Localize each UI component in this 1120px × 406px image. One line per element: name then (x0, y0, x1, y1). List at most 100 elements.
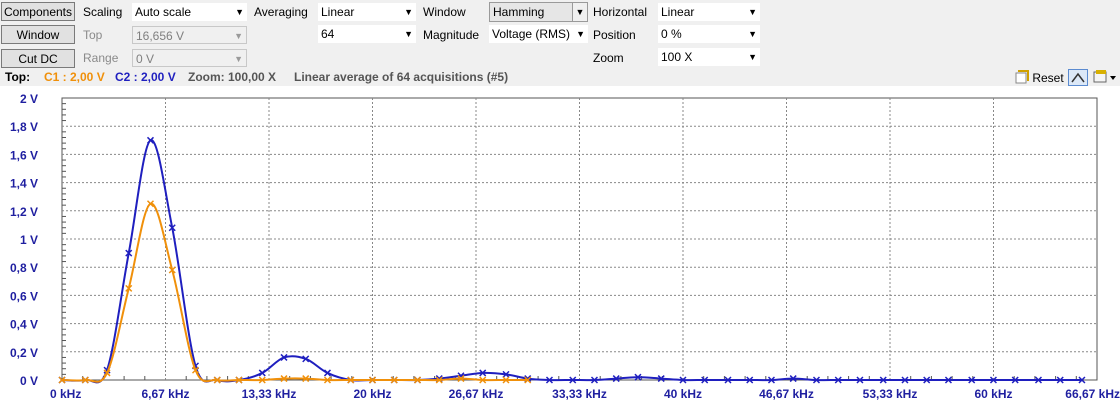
data-point-c2 (724, 376, 732, 384)
series-layer (58, 136, 1086, 384)
data-point-c1 (280, 375, 288, 383)
window-select[interactable]: Hamming ▼ (489, 2, 588, 22)
data-point-c2 (989, 376, 997, 384)
data-point-c2 (1078, 376, 1086, 384)
peak-icon (1071, 72, 1085, 83)
chevron-down-icon: ▼ (576, 29, 585, 39)
chevron-down-icon: ▼ (748, 52, 757, 62)
x-tick-label: 13,33 kHz (242, 387, 297, 401)
data-point-c2 (789, 375, 797, 383)
status-c1: C1 : 2,00 V (44, 70, 105, 84)
data-point-c2 (679, 376, 687, 384)
data-point-c1 (81, 376, 89, 384)
range-select: 0 V ▼ (132, 49, 247, 67)
y-tick-label: 0,2 V (10, 346, 38, 360)
data-point-c2 (746, 376, 754, 384)
reset-button[interactable]: Reset (1015, 70, 1064, 86)
components-button[interactable]: Components (1, 2, 75, 21)
magnitude-label: Magnitude (423, 28, 480, 42)
status-top-label: Top: (5, 70, 31, 84)
data-point-c2 (701, 376, 709, 384)
data-point-c2 (545, 376, 553, 384)
x-tick-label: 0 kHz (50, 387, 81, 401)
reset-label: Reset (1032, 71, 1064, 85)
top-value: 16,656 V (136, 29, 185, 43)
data-point-c2 (1011, 376, 1019, 384)
data-point-c1 (323, 376, 331, 384)
settings-button[interactable] (1092, 69, 1116, 86)
x-tick-label: 6,67 kHz (141, 387, 189, 401)
position-select[interactable]: 0 % ▼ (658, 25, 760, 43)
data-point-c2 (944, 376, 952, 384)
averaging-select[interactable]: Linear ▼ (318, 3, 416, 21)
chevron-down-icon: ▼ (404, 7, 413, 17)
position-label: Position (593, 28, 636, 42)
data-point-c1 (435, 376, 443, 384)
magnitude-select[interactable]: Voltage (RMS) ▼ (489, 25, 588, 43)
data-point-c1 (390, 376, 398, 384)
chevron-down-icon: ▼ (404, 29, 413, 39)
zoom-select[interactable]: 100 X ▼ (658, 48, 760, 66)
data-point-c2 (612, 375, 620, 383)
data-point-c2 (479, 369, 487, 377)
data-point-c1 (235, 376, 243, 384)
chevron-down-icon: ▼ (234, 31, 243, 41)
data-point-c1 (524, 376, 532, 384)
horizontal-select[interactable]: Linear ▼ (658, 3, 760, 21)
data-point-c1 (302, 375, 310, 383)
data-point-c1 (191, 366, 200, 374)
spectrum-chart[interactable]: 0 V 0,2 V 0,4 V 0,6 V 0,8 V 1 V 1,2 V 1,4 V 1,6 … (0, 86, 1120, 406)
chevron-down-icon: ▼ (748, 7, 757, 17)
horizontal-label: Horizontal (593, 5, 648, 19)
zoom-value: 100 X (661, 50, 693, 64)
averaging-count-value: 64 (321, 27, 335, 41)
data-point-c2 (258, 369, 266, 377)
scaling-select[interactable]: Auto scale ▼ (132, 3, 247, 21)
data-point-c2 (502, 370, 510, 378)
x-tick-label: 53,33 kHz (863, 387, 918, 401)
y-tick-label: 0,4 V (10, 318, 38, 332)
peak-button[interactable] (1068, 69, 1088, 86)
data-point-c2 (901, 376, 909, 384)
scaling-label: Scaling (83, 5, 123, 19)
position-value: 0 % (661, 27, 682, 41)
window-value: Hamming (493, 5, 545, 19)
magnitude-value: Voltage (RMS) (492, 27, 571, 41)
data-point-c2 (590, 376, 599, 384)
status-c2: C2 : 2,00 V (115, 70, 176, 84)
chevron-down-icon: ▼ (234, 54, 243, 64)
y-tick-label: 1,2 V (10, 205, 38, 219)
range-value: 0 V (136, 52, 155, 66)
y-tick-label: 1 V (20, 233, 38, 247)
y-tick-label: 2 V (20, 92, 38, 106)
data-point-c2 (812, 376, 821, 384)
chevron-down-icon: ▼ (572, 3, 587, 21)
cut-dc-button[interactable]: Cut DC (1, 49, 75, 68)
status-bar: Top: C1 : 2,00 V C2 : 2,00 V Zoom: 100,0… (0, 68, 1120, 86)
data-point-c2 (1056, 376, 1064, 384)
settings-icon (1093, 70, 1116, 83)
data-point-c2 (657, 375, 665, 383)
toolbar: Components Window Cut DC Scaling Auto sc… (0, 0, 1120, 68)
y-tick-label: 0 V (20, 374, 38, 388)
data-point-c2 (634, 373, 642, 381)
x-tick-label: 66,67 kHz (1065, 387, 1120, 401)
data-point-c2 (923, 376, 931, 384)
x-tick-label: 33,33 kHz (552, 387, 607, 401)
data-point-c1 (125, 284, 133, 292)
data-point-c1 (347, 376, 355, 384)
x-tick-label: 20 kHz (353, 387, 391, 401)
y-tick-label: 1,8 V (10, 120, 38, 134)
window-button[interactable]: Window (1, 25, 75, 44)
averaging-count-select[interactable]: 64 ▼ (318, 25, 416, 43)
data-point-c1 (258, 376, 266, 384)
y-tick-label: 1,4 V (10, 177, 38, 191)
data-point-c2 (168, 224, 176, 232)
horizontal-value: Linear (661, 5, 695, 19)
data-point-c2 (569, 376, 577, 384)
averaging-label: Averaging (254, 5, 308, 19)
data-point-c2 (125, 249, 133, 257)
data-point-c2 (767, 376, 775, 384)
chevron-down-icon: ▼ (748, 29, 757, 39)
reset-icon (1015, 70, 1029, 84)
